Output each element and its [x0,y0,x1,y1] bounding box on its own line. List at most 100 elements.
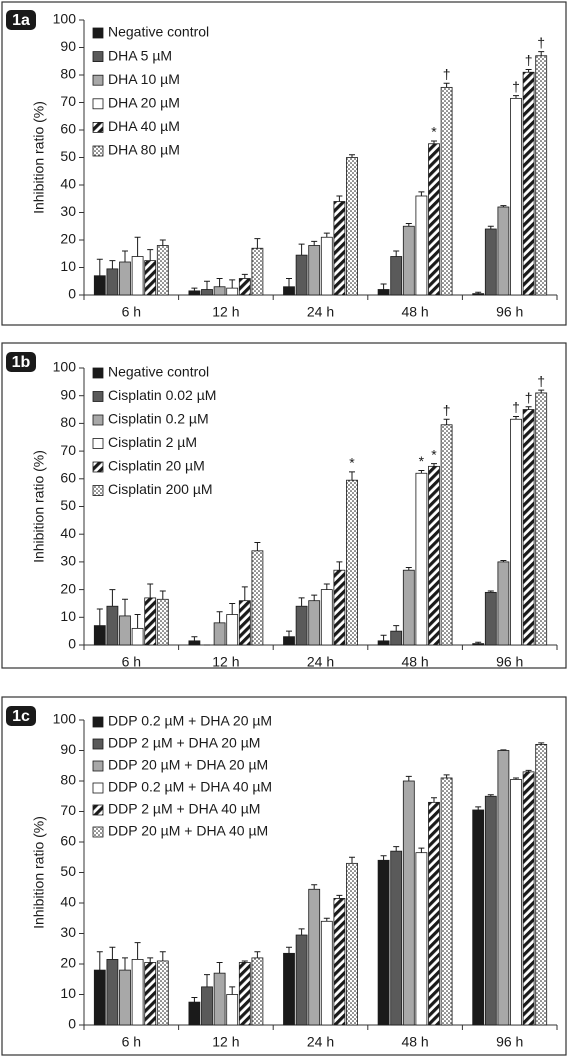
bar [510,418,522,646]
x-tick-label: 24 h [307,304,334,320]
error-bar [405,223,412,227]
error-bar [336,894,343,899]
bar [510,97,522,296]
error-bar [513,415,519,420]
error-bar [216,961,223,974]
error-bar [405,775,412,781]
legend-swatch [92,414,104,426]
legend-swatch [92,716,104,728]
legend-label: Cisplatin 2 µM [108,434,197,450]
bar [213,286,226,296]
bar [131,959,144,1026]
y-tick-label: 70 [60,93,76,109]
bar [390,630,403,646]
error-bar [431,463,437,467]
panel-frame [1,696,567,1056]
bar [131,256,144,296]
error-bar [349,471,355,481]
error-bar [349,154,355,158]
error-bar [311,594,318,601]
error-bar [323,232,330,238]
error-bar [216,278,223,287]
error-bar [393,625,400,632]
bar [346,157,358,296]
legend-swatch [92,145,104,157]
bar [415,852,428,1026]
y-tick-label: 20 [60,580,76,596]
error-bar [380,855,387,861]
y-tick-label: 20 [60,231,76,247]
legend-label: DHA 20 µM [108,95,180,111]
y-tick-label: 100 [53,711,77,727]
bar [93,625,106,646]
legend-label: Cisplatin 20 µM [108,458,205,474]
bar [119,615,131,646]
error-bar [122,957,128,971]
legend-label: DHA 5 µM [108,47,172,63]
bar [333,569,346,646]
error-bar [229,986,236,995]
y-tick-label: 90 [60,741,76,757]
error-bar [513,95,519,99]
error-bar [109,260,116,269]
error-bar [538,742,545,745]
legend-swatch [92,782,104,794]
bar [295,605,308,646]
bar [93,969,106,1026]
error-bar [405,566,412,571]
error-bar [431,797,437,803]
legend-swatch [92,760,104,772]
y-tick-label: 70 [60,442,76,458]
legend-label: Negative control [108,364,209,380]
significance-marker: † [537,373,545,389]
bar [119,969,131,1026]
y-tick-label: 30 [60,553,76,569]
bar [144,962,157,1026]
y-tick-label: 30 [60,924,76,940]
bar [213,622,226,646]
y-axis-label: Inhibition ratio (%) [31,101,47,214]
error-bar [134,614,141,629]
legend-label: DHA 10 µM [108,71,180,87]
x-tick-label: 96 h [496,304,523,320]
error-bar [191,287,198,291]
y-tick-label: 30 [60,203,76,219]
error-bar [122,598,128,616]
error-bar [298,597,305,607]
bar [251,247,264,296]
y-tick-label: 90 [60,38,76,54]
error-bar [241,960,248,963]
legend-label: DDP 20 µM + DHA 20 µM [108,757,268,773]
error-bar [443,774,450,778]
error-bar [443,82,450,88]
error-bar [431,140,437,144]
error-bar [336,561,343,571]
bar [213,972,226,1026]
error-bar [109,589,116,607]
error-bar [254,238,261,249]
significance-marker: † [525,389,533,405]
error-bar [96,951,103,971]
bar [188,640,201,646]
legend-label: DDP 20 µM + DHA 40 µM [108,823,268,839]
bar [402,780,415,1026]
y-tick-label: 10 [60,608,76,624]
bar [188,290,201,296]
bar [226,994,239,1026]
error-bar [96,608,103,626]
significance-marker: * [431,446,437,462]
error-bar [525,406,532,410]
bar [93,275,106,296]
bar [156,960,169,1026]
legend-label: DDP 2 µM + DHA 40 µM [108,801,260,817]
bar [156,598,169,646]
bar [484,228,497,296]
significance-marker: † [512,78,520,94]
legend-swatch [92,74,104,86]
y-tick-label: 40 [60,176,76,192]
bar [390,256,403,296]
bar [283,286,295,296]
error-bar [229,602,236,615]
bar [428,465,440,646]
bar [226,287,239,296]
